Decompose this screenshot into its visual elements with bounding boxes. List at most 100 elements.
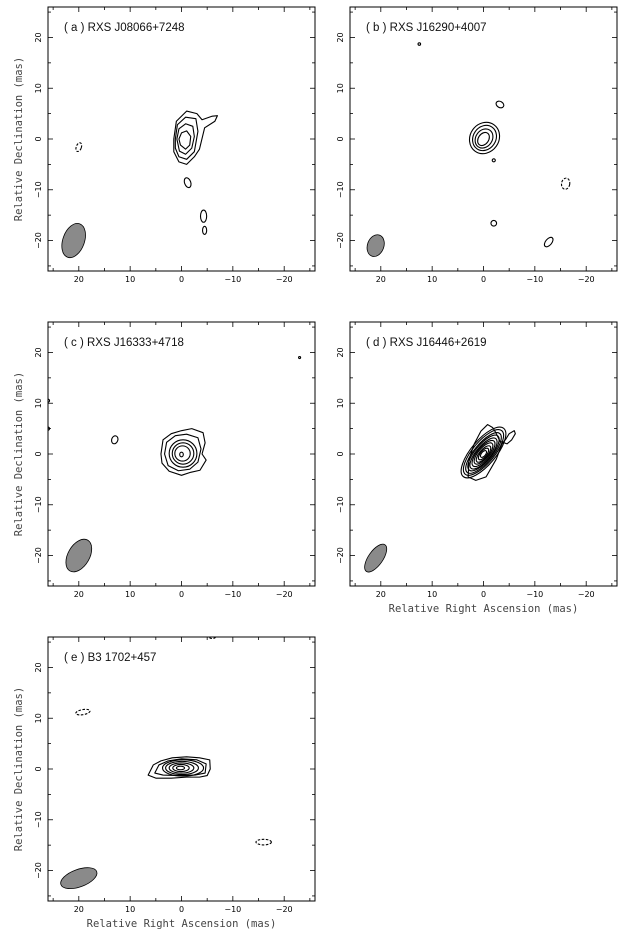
- panel-a-ytick-label: 20: [34, 32, 43, 42]
- panel-b-ytick-label: 10: [336, 83, 345, 93]
- panel-d-ytick-label: 10: [336, 398, 345, 408]
- panel-b-xtick-label: 20: [376, 275, 386, 284]
- panel-d-contour: [473, 442, 494, 465]
- panel-c-contour: [48, 426, 51, 431]
- panel-b-xtick-label: 10: [427, 275, 437, 284]
- panel-b-ytick-label: 0: [336, 136, 345, 141]
- panel-e-xlabel: Relative Right Ascension (mas): [87, 918, 277, 930]
- panel-c-contour: [160, 428, 207, 476]
- panel-b-xtick-label: −10: [526, 275, 543, 284]
- panel-c-contour: [171, 442, 195, 465]
- panel-d-contour: [467, 424, 516, 481]
- panel-d-xlabel: Relative Right Ascension (mas): [389, 603, 579, 615]
- panel-a-contour: [176, 123, 195, 155]
- panel-b: 20 10 0 −10 −20 −20 −10 0 10 20 ( b ) RXS J16290+4…: [336, 6, 618, 284]
- panel-e-frame: [47, 636, 316, 902]
- panel-e-ytick-label: −10: [34, 811, 43, 828]
- panel-b-xtick-label: 0: [481, 275, 486, 284]
- panel-d-title: ( d ) RXS J16446+2619: [366, 337, 487, 349]
- panel-c-ytick-label: 0: [34, 451, 43, 456]
- panel-e-contour: [147, 756, 211, 779]
- panel-c-ytick-label: −20: [34, 547, 43, 564]
- panel-d-xtick-label: −10: [526, 590, 543, 599]
- panel-e: 20 10 0 −10 −20 −20 −10 0 10 20 Relative Declinati…: [13, 636, 316, 930]
- panel-a-xtick-label: −10: [224, 275, 241, 284]
- panel-c-xtick-label: −10: [224, 590, 241, 599]
- panel-d-contour: [467, 434, 500, 472]
- panel-e-title: ( e ) B3 1702+457: [64, 652, 156, 664]
- panel-a-contour: [178, 130, 192, 150]
- panel-c-xtick-label: 10: [125, 590, 135, 599]
- panel-e-ytick-label: 0: [34, 766, 43, 771]
- panel-e-xtick-label: 10: [125, 905, 135, 914]
- panel-d-contour: [477, 447, 490, 461]
- panel-d-ytick-label: 20: [336, 347, 345, 357]
- panel-a-beam: [61, 223, 86, 259]
- panel-a-ytick-label: −10: [34, 181, 43, 198]
- panel-a-contour: [183, 177, 192, 189]
- panel-d-contour: [460, 426, 507, 479]
- panel-c-contour: [179, 451, 184, 458]
- panel-c-contour: [298, 355, 302, 360]
- panel-d-ytick-label: −10: [336, 496, 345, 513]
- panel-d-ytick-label: −20: [336, 547, 345, 564]
- panel-c-ytick-label: −10: [34, 496, 43, 513]
- panel-d-contour: [465, 432, 502, 474]
- panel-b-contour: [474, 128, 494, 149]
- panel-c-xtick-label: 20: [74, 590, 84, 599]
- panel-c-beam: [65, 538, 93, 573]
- panel-d-xtick-label: 10: [427, 590, 437, 599]
- panel-a-frame: [47, 6, 316, 272]
- panel-a-xtick-label: 0: [179, 275, 184, 284]
- panel-e-xtick-label: 0: [179, 905, 184, 914]
- panel-b-contour: [490, 219, 498, 227]
- panel-b-contour: [560, 177, 571, 190]
- panel-d-xtick-label: 0: [481, 590, 486, 599]
- panel-a-contour: [174, 116, 199, 160]
- panel-e-contour: [161, 759, 205, 777]
- panel-b-title: ( b ) RXS J16290+4007: [366, 22, 487, 34]
- panel-a-contour: [199, 209, 208, 223]
- panel-b-contour: [472, 124, 498, 152]
- panel-c-contour: [164, 433, 202, 472]
- panel-a-contour: [173, 110, 218, 165]
- panel-c-xtick-label: 0: [179, 590, 184, 599]
- panel-b-contour: [477, 131, 490, 147]
- panel-d-beam: [364, 543, 388, 573]
- panel-c-contour: [168, 439, 198, 468]
- panel-d-xtick-label: 20: [376, 590, 386, 599]
- panel-b-beam: [366, 234, 385, 257]
- panel-a-ylabel: Relative Declination (mas): [13, 57, 25, 221]
- panel-d-contour: [469, 437, 498, 470]
- panel-e-contour: [175, 765, 186, 771]
- panel-a-xtick-label: 20: [74, 275, 84, 284]
- panel-c-xtick-label: −20: [276, 590, 293, 599]
- panel-b-xtick-label: −20: [578, 275, 595, 284]
- panel-e-ylabel: Relative Declination (mas): [13, 687, 25, 851]
- panel-a-ytick-label: 0: [34, 136, 43, 141]
- panel-a-xtick-label: −20: [276, 275, 293, 284]
- panel-d-contour: [462, 429, 505, 476]
- panel-d-contour: [475, 445, 492, 463]
- panel-a-ytick-label: 10: [34, 83, 43, 93]
- panel-e-xtick-label: 20: [74, 905, 84, 914]
- panel-c-ylabel: Relative Declination (mas): [13, 372, 25, 536]
- panel-b-contour: [491, 158, 496, 163]
- panel-e-beam: [60, 867, 98, 890]
- panel-b-ytick-label: −20: [336, 232, 345, 249]
- panel-d-xtick-label: −20: [578, 590, 595, 599]
- panel-c-ytick-label: 20: [34, 347, 43, 357]
- panel-b-contour: [543, 236, 554, 248]
- panel-e-contour: [208, 637, 216, 640]
- panel-d-frame: [349, 321, 618, 587]
- panel-a-contour: [202, 225, 208, 235]
- panel-e-contour: [172, 763, 190, 773]
- panel-e-ytick-label: −20: [34, 862, 43, 879]
- panel-a: 20 10 0 −10 −20 −20 −10 0 10 20 Relative Declinati…: [13, 6, 316, 284]
- panel-c-contour: [174, 445, 191, 462]
- panel-e-contour: [168, 762, 195, 774]
- panel-a-xtick-label: 10: [125, 275, 135, 284]
- panel-e-contour: [75, 708, 91, 716]
